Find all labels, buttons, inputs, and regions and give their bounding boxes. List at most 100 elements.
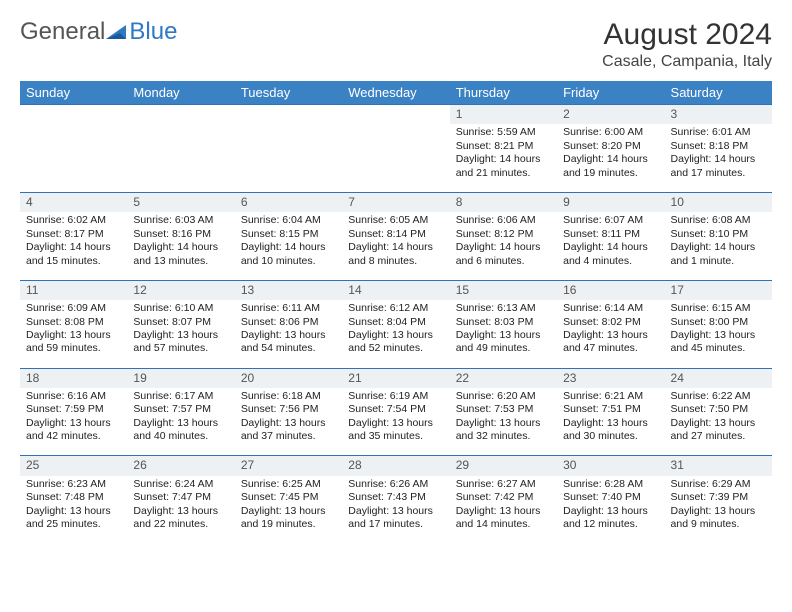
daylight-text: Daylight: 14 hours and 10 minutes. [241, 241, 326, 266]
month-title: August 2024 [602, 18, 772, 51]
info-row: Sunrise: 6:09 AMSunset: 8:08 PMDaylight:… [20, 300, 772, 368]
weekday-header: Sunday [20, 81, 127, 105]
sunset-text: Sunset: 7:54 PM [348, 403, 426, 415]
day-info-cell: Sunrise: 6:20 AMSunset: 7:53 PM Daylight:… [450, 388, 557, 456]
day-info-cell: Sunrise: 6:24 AMSunset: 7:47 PMDaylight:… [127, 476, 234, 544]
daylight-text: Daylight: 13 hours and 32 minutes. [456, 417, 541, 442]
sunrise-text: Sunrise: 6:16 AM [26, 390, 106, 402]
logo-text-1: General [20, 18, 105, 46]
daylight-text: Daylight: 13 hours and 25 minutes. [26, 505, 111, 530]
weekday-header: Wednesday [342, 81, 449, 105]
daylight-text: Daylight: 13 hours and 57 minutes. [133, 329, 218, 354]
sunset-text: Sunset: 8:04 PM [348, 316, 426, 328]
sunrise-text: Sunrise: 6:20 AM [456, 390, 536, 402]
sunrise-text: Sunrise: 6:27 AM [456, 478, 536, 490]
day-number-cell: 22 [450, 368, 557, 388]
sunrise-text: Sunrise: 6:26 AM [348, 478, 428, 490]
sunrise-text: Sunrise: 5:59 AM [456, 126, 536, 138]
sunrise-text: Sunrise: 6:23 AM [26, 478, 106, 490]
sunset-text: Sunset: 8:00 PM [671, 316, 749, 328]
daylight-text: Daylight: 14 hours and 6 minutes. [456, 241, 541, 266]
day-number-cell: 6 [235, 192, 342, 212]
day-info-cell: Sunrise: 6:07 AMSunset: 8:11 PMDaylight:… [557, 212, 664, 280]
header: General Blue August 2024 Casale, Campani… [20, 18, 772, 71]
daynum-row: 123 [20, 105, 772, 125]
sunrise-text: Sunrise: 6:29 AM [671, 478, 751, 490]
day-number-cell: 17 [665, 280, 772, 300]
calendar-table: SundayMondayTuesdayWednesdayThursdayFrid… [20, 81, 772, 544]
sunset-text: Sunset: 8:16 PM [133, 228, 211, 240]
day-number-cell: 12 [127, 280, 234, 300]
sunset-text: Sunset: 7:50 PM [671, 403, 749, 415]
sunset-text: Sunset: 8:07 PM [133, 316, 211, 328]
day-info-cell: Sunrise: 6:23 AMSunset: 7:48 PMDaylight:… [20, 476, 127, 544]
daylight-text: Daylight: 13 hours and 45 minutes. [671, 329, 756, 354]
daylight-text: Daylight: 13 hours and 40 minutes. [133, 417, 218, 442]
location: Casale, Campania, Italy [602, 53, 772, 71]
day-info-cell: Sunrise: 6:05 AMSunset: 8:14 PMDaylight:… [342, 212, 449, 280]
sunset-text: Sunset: 7:51 PM [563, 403, 641, 415]
day-number-cell: 31 [665, 456, 772, 476]
title-block: August 2024 Casale, Campania, Italy [602, 18, 772, 71]
weekday-header: Friday [557, 81, 664, 105]
day-number-cell: 11 [20, 280, 127, 300]
sunrise-text: Sunrise: 6:06 AM [456, 214, 536, 226]
day-number-cell [127, 105, 234, 125]
day-number-cell: 1 [450, 105, 557, 125]
day-number-cell: 27 [235, 456, 342, 476]
sunset-text: Sunset: 8:06 PM [241, 316, 319, 328]
daylight-text: Daylight: 14 hours and 19 minutes. [563, 153, 648, 178]
sunrise-text: Sunrise: 6:15 AM [671, 302, 751, 314]
daylight-text: Daylight: 13 hours and 37 minutes. [241, 417, 326, 442]
daylight-text: Daylight: 13 hours and 14 minutes. [456, 505, 541, 530]
day-info-cell [235, 124, 342, 192]
daynum-row: 45678910 [20, 192, 772, 212]
logo: General Blue [20, 18, 177, 46]
info-row: Sunrise: 5:59 AM Sunset: 8:21 PM Daylight:… [20, 124, 772, 192]
sunset-text: Sunset: 7:53 PM [456, 403, 534, 415]
sunset-text: Sunset: 8:12 PM [456, 228, 534, 240]
daylight-text: Daylight: 14 hours and 8 minutes. [348, 241, 433, 266]
sunrise-text: Sunrise: 6:13 AM [456, 302, 536, 314]
sunrise-text: Sunrise: 6:05 AM [348, 214, 428, 226]
logo-text-2: Blue [129, 18, 177, 46]
daylight-text: Daylight: 14 hours and 4 minutes. [563, 241, 648, 266]
day-info-cell [127, 124, 234, 192]
daylight-text: Daylight: 13 hours and 35 minutes. [348, 417, 433, 442]
daylight-text: Daylight: 13 hours and 49 minutes. [456, 329, 541, 354]
day-info-cell: Sunrise: 6:10 AMSunset: 8:07 PMDaylight:… [127, 300, 234, 368]
day-info-cell: Sunrise: 6:01 AMSunset: 8:18 PMDaylight:… [665, 124, 772, 192]
day-number-cell: 15 [450, 280, 557, 300]
daylight-text: Daylight: 13 hours and 42 minutes. [26, 417, 111, 442]
day-info-cell: Sunrise: 6:19 AMSunset: 7:54 PMDaylight:… [342, 388, 449, 456]
daylight-text: Daylight: 13 hours and 17 minutes. [348, 505, 433, 530]
day-number-cell: 23 [557, 368, 664, 388]
day-number-cell [20, 105, 127, 125]
daylight-text: Daylight: 13 hours and 27 minutes. [671, 417, 756, 442]
sunset-text: Sunset: 8:03 PM [456, 316, 534, 328]
daylight-text: Daylight: 13 hours and 9 minutes. [671, 505, 756, 530]
sunrise-text: Sunrise: 6:02 AM [26, 214, 106, 226]
sunrise-text: Sunrise: 6:28 AM [563, 478, 643, 490]
sunset-text: Sunset: 8:21 PM [456, 140, 534, 152]
day-info-cell: Sunrise: 6:17 AMSunset: 7:57 PMDaylight:… [127, 388, 234, 456]
day-info-cell: Sunrise: 6:27 AMSunset: 7:42 PMDaylight:… [450, 476, 557, 544]
day-info-cell: Sunrise: 6:29 AMSunset: 7:39 PM Daylight:… [665, 476, 772, 544]
daylight-text: Daylight: 14 hours and 1 minute. [671, 241, 756, 266]
day-info-cell: Sunrise: 6:14 AMSunset: 8:02 PMDaylight:… [557, 300, 664, 368]
sunrise-text: Sunrise: 6:08 AM [671, 214, 751, 226]
weekday-header: Thursday [450, 81, 557, 105]
day-info-cell: Sunrise: 6:00 AMSunset: 8:20 PMDaylight:… [557, 124, 664, 192]
daynum-row: 11121314151617 [20, 280, 772, 300]
day-info-cell: Sunrise: 6:03 AMSunset: 8:16 PMDaylight:… [127, 212, 234, 280]
sunset-text: Sunset: 8:20 PM [563, 140, 641, 152]
daylight-text: Daylight: 13 hours and 47 minutes. [563, 329, 648, 354]
sunrise-text: Sunrise: 6:09 AM [26, 302, 106, 314]
day-info-cell: Sunrise: 6:02 AMSunset: 8:17 PMDaylight:… [20, 212, 127, 280]
sunset-text: Sunset: 7:39 PM [671, 491, 749, 503]
sunrise-text: Sunrise: 6:12 AM [348, 302, 428, 314]
day-info-cell: Sunrise: 6:06 AM Sunset: 8:12 PMDaylight:… [450, 212, 557, 280]
day-info-cell: Sunrise: 6:13 AM Sunset: 8:03 PMDaylight:… [450, 300, 557, 368]
day-number-cell: 2 [557, 105, 664, 125]
day-number-cell: 24 [665, 368, 772, 388]
